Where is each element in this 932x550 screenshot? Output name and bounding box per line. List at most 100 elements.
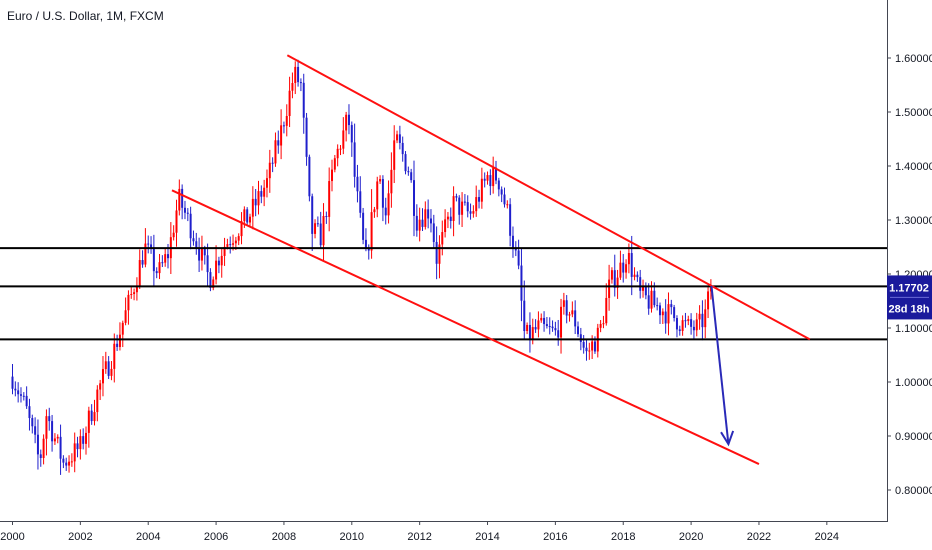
candle-body	[45, 416, 48, 439]
candle-body	[582, 341, 585, 348]
candle-body	[246, 209, 249, 223]
projection-arrow-shaft[interactable]	[710, 285, 730, 445]
candle	[698, 305, 701, 330]
candle	[212, 276, 215, 291]
candle-body	[195, 241, 198, 249]
candle-body	[625, 264, 628, 273]
candle-body	[14, 388, 17, 391]
candle	[458, 195, 461, 225]
candle-body	[345, 114, 348, 131]
candle-body	[514, 248, 517, 251]
candle-body	[478, 197, 481, 202]
candle	[359, 176, 362, 218]
candle	[577, 321, 579, 338]
candle	[446, 212, 449, 229]
candle	[311, 193, 314, 251]
candle	[673, 304, 676, 322]
candle	[438, 235, 441, 279]
candle	[707, 286, 710, 319]
candle-body	[673, 307, 676, 319]
candle	[299, 78, 302, 92]
price-axis[interactable]: 0.800000.900001.000001.100001.200001.300…	[887, 53, 932, 497]
candle-body	[28, 406, 31, 419]
candle	[133, 288, 136, 301]
candle	[528, 312, 531, 353]
candle	[183, 200, 186, 220]
candle-body	[410, 172, 413, 181]
candle	[347, 104, 350, 135]
y-tick-label-6: 1.40000	[895, 161, 932, 173]
candle	[206, 243, 209, 287]
candle-body	[636, 274, 639, 278]
candle	[161, 255, 164, 268]
candle	[53, 433, 56, 445]
candle	[353, 123, 356, 188]
candle-body	[288, 90, 291, 116]
y-tick-label-2: 1.00000	[895, 377, 932, 389]
candle	[404, 151, 407, 175]
candle	[571, 301, 574, 318]
candle	[79, 429, 82, 460]
candle-body	[704, 309, 707, 328]
candle	[472, 205, 475, 218]
candle	[492, 156, 495, 194]
candle	[285, 104, 288, 137]
candle	[401, 136, 404, 162]
candle-body	[455, 196, 458, 198]
y-tick-label-7: 1.50000	[895, 107, 932, 119]
candle-body	[268, 162, 271, 179]
candle	[342, 117, 345, 155]
candle-body	[585, 347, 588, 352]
candle	[526, 322, 529, 335]
candle	[415, 204, 418, 237]
candle-body	[591, 341, 594, 351]
channel-line-0[interactable]	[286, 54, 811, 341]
y-tick-label-0: 0.80000	[895, 485, 932, 497]
candle	[209, 268, 212, 292]
candle	[116, 334, 119, 351]
candle-body	[630, 253, 633, 277]
candle-body	[497, 180, 500, 190]
candle	[302, 73, 305, 134]
candle-body	[141, 260, 144, 265]
channel-line-1[interactable]	[171, 189, 760, 465]
candle	[596, 323, 599, 358]
candle	[217, 256, 220, 274]
candle	[11, 363, 14, 395]
candle-body	[73, 443, 76, 462]
candle-body	[523, 300, 526, 332]
candle	[413, 160, 416, 237]
candle-body	[531, 327, 534, 340]
candle	[574, 300, 577, 335]
candle	[523, 280, 526, 339]
candle-body	[427, 209, 430, 219]
candle	[104, 351, 107, 374]
candle	[463, 194, 466, 206]
candle	[656, 297, 659, 311]
candle-body	[124, 310, 127, 323]
candle	[548, 317, 551, 335]
candle-body	[158, 262, 161, 274]
candle-body	[232, 243, 235, 245]
candle-body	[364, 239, 367, 249]
candle-body	[39, 454, 42, 459]
candle-body	[277, 140, 280, 146]
candle	[223, 237, 226, 266]
candle-body	[181, 188, 184, 208]
candle-body	[463, 201, 466, 203]
candle	[164, 247, 167, 267]
candle-body	[249, 216, 252, 223]
candle	[172, 225, 175, 241]
candle	[421, 208, 424, 232]
candle	[82, 428, 85, 450]
candle	[376, 176, 379, 218]
candle	[65, 457, 68, 471]
candle	[432, 214, 435, 249]
candle	[178, 179, 181, 216]
candle	[251, 186, 254, 230]
candle	[486, 171, 489, 185]
candle	[390, 152, 393, 208]
time-axis[interactable]: 2000 2002 2004 2006 2008 2010 2012 2014 2016 2018…	[0, 521, 839, 543]
candle-body	[367, 248, 370, 251]
candle	[531, 318, 534, 345]
